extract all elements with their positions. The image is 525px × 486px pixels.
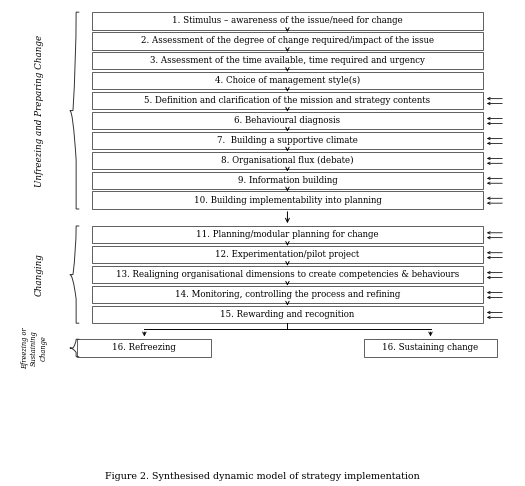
Bar xyxy=(92,172,483,189)
Text: 2. Assessment of the degree of change required/impact of the issue: 2. Assessment of the degree of change re… xyxy=(141,36,434,45)
Text: 4. Choice of management style(s): 4. Choice of management style(s) xyxy=(215,76,360,85)
Text: 7.  Building a supportive climate: 7. Building a supportive climate xyxy=(217,136,358,145)
Text: 11. Planning/modular planning for change: 11. Planning/modular planning for change xyxy=(196,230,379,239)
Bar xyxy=(92,72,483,89)
Bar xyxy=(92,246,483,263)
Bar xyxy=(92,306,483,323)
Bar xyxy=(78,339,211,357)
Text: 14. Monitoring, controlling the process and refining: 14. Monitoring, controlling the process … xyxy=(175,290,400,299)
Text: 16. Sustaining change: 16. Sustaining change xyxy=(382,344,479,352)
Text: 16. Refreezing: 16. Refreezing xyxy=(112,344,176,352)
Bar xyxy=(92,132,483,149)
Text: 1. Stimulus – awareness of the issue/need for change: 1. Stimulus – awareness of the issue/nee… xyxy=(172,17,403,25)
Bar xyxy=(92,32,483,50)
Text: Efreezing or
Sustaining
Change: Efreezing or Sustaining Change xyxy=(21,327,47,369)
Bar xyxy=(364,339,498,357)
Text: 9. Information building: 9. Information building xyxy=(238,176,338,185)
Text: 3. Assessment of the time available, time required and urgency: 3. Assessment of the time available, tim… xyxy=(150,56,425,65)
Bar xyxy=(92,52,483,69)
Text: Unfreezing and Preparing Change: Unfreezing and Preparing Change xyxy=(35,35,44,187)
Bar xyxy=(92,12,483,30)
Bar xyxy=(92,226,483,243)
Bar xyxy=(92,152,483,169)
Text: 15. Rewarding and recognition: 15. Rewarding and recognition xyxy=(220,310,354,319)
Text: Figure 2. Synthesised dynamic model of strategy implementation: Figure 2. Synthesised dynamic model of s… xyxy=(105,472,420,481)
Bar xyxy=(92,191,483,209)
Text: 6. Behavioural diagnosis: 6. Behavioural diagnosis xyxy=(234,116,341,125)
Text: 5. Definition and clarification of the mission and strategy contents: 5. Definition and clarification of the m… xyxy=(144,96,430,105)
Text: 10. Building implementability into planning: 10. Building implementability into plann… xyxy=(194,196,381,205)
Bar xyxy=(92,112,483,129)
Text: Changing: Changing xyxy=(35,253,44,296)
Bar xyxy=(92,92,483,109)
Bar xyxy=(92,266,483,283)
Text: 13. Realigning organisational dimensions to create competencies & behaviours: 13. Realigning organisational dimensions… xyxy=(116,270,459,279)
Bar xyxy=(92,286,483,303)
Text: 12. Experimentation/pilot project: 12. Experimentation/pilot project xyxy=(215,250,360,259)
Text: 8. Organisational flux (debate): 8. Organisational flux (debate) xyxy=(221,156,354,165)
